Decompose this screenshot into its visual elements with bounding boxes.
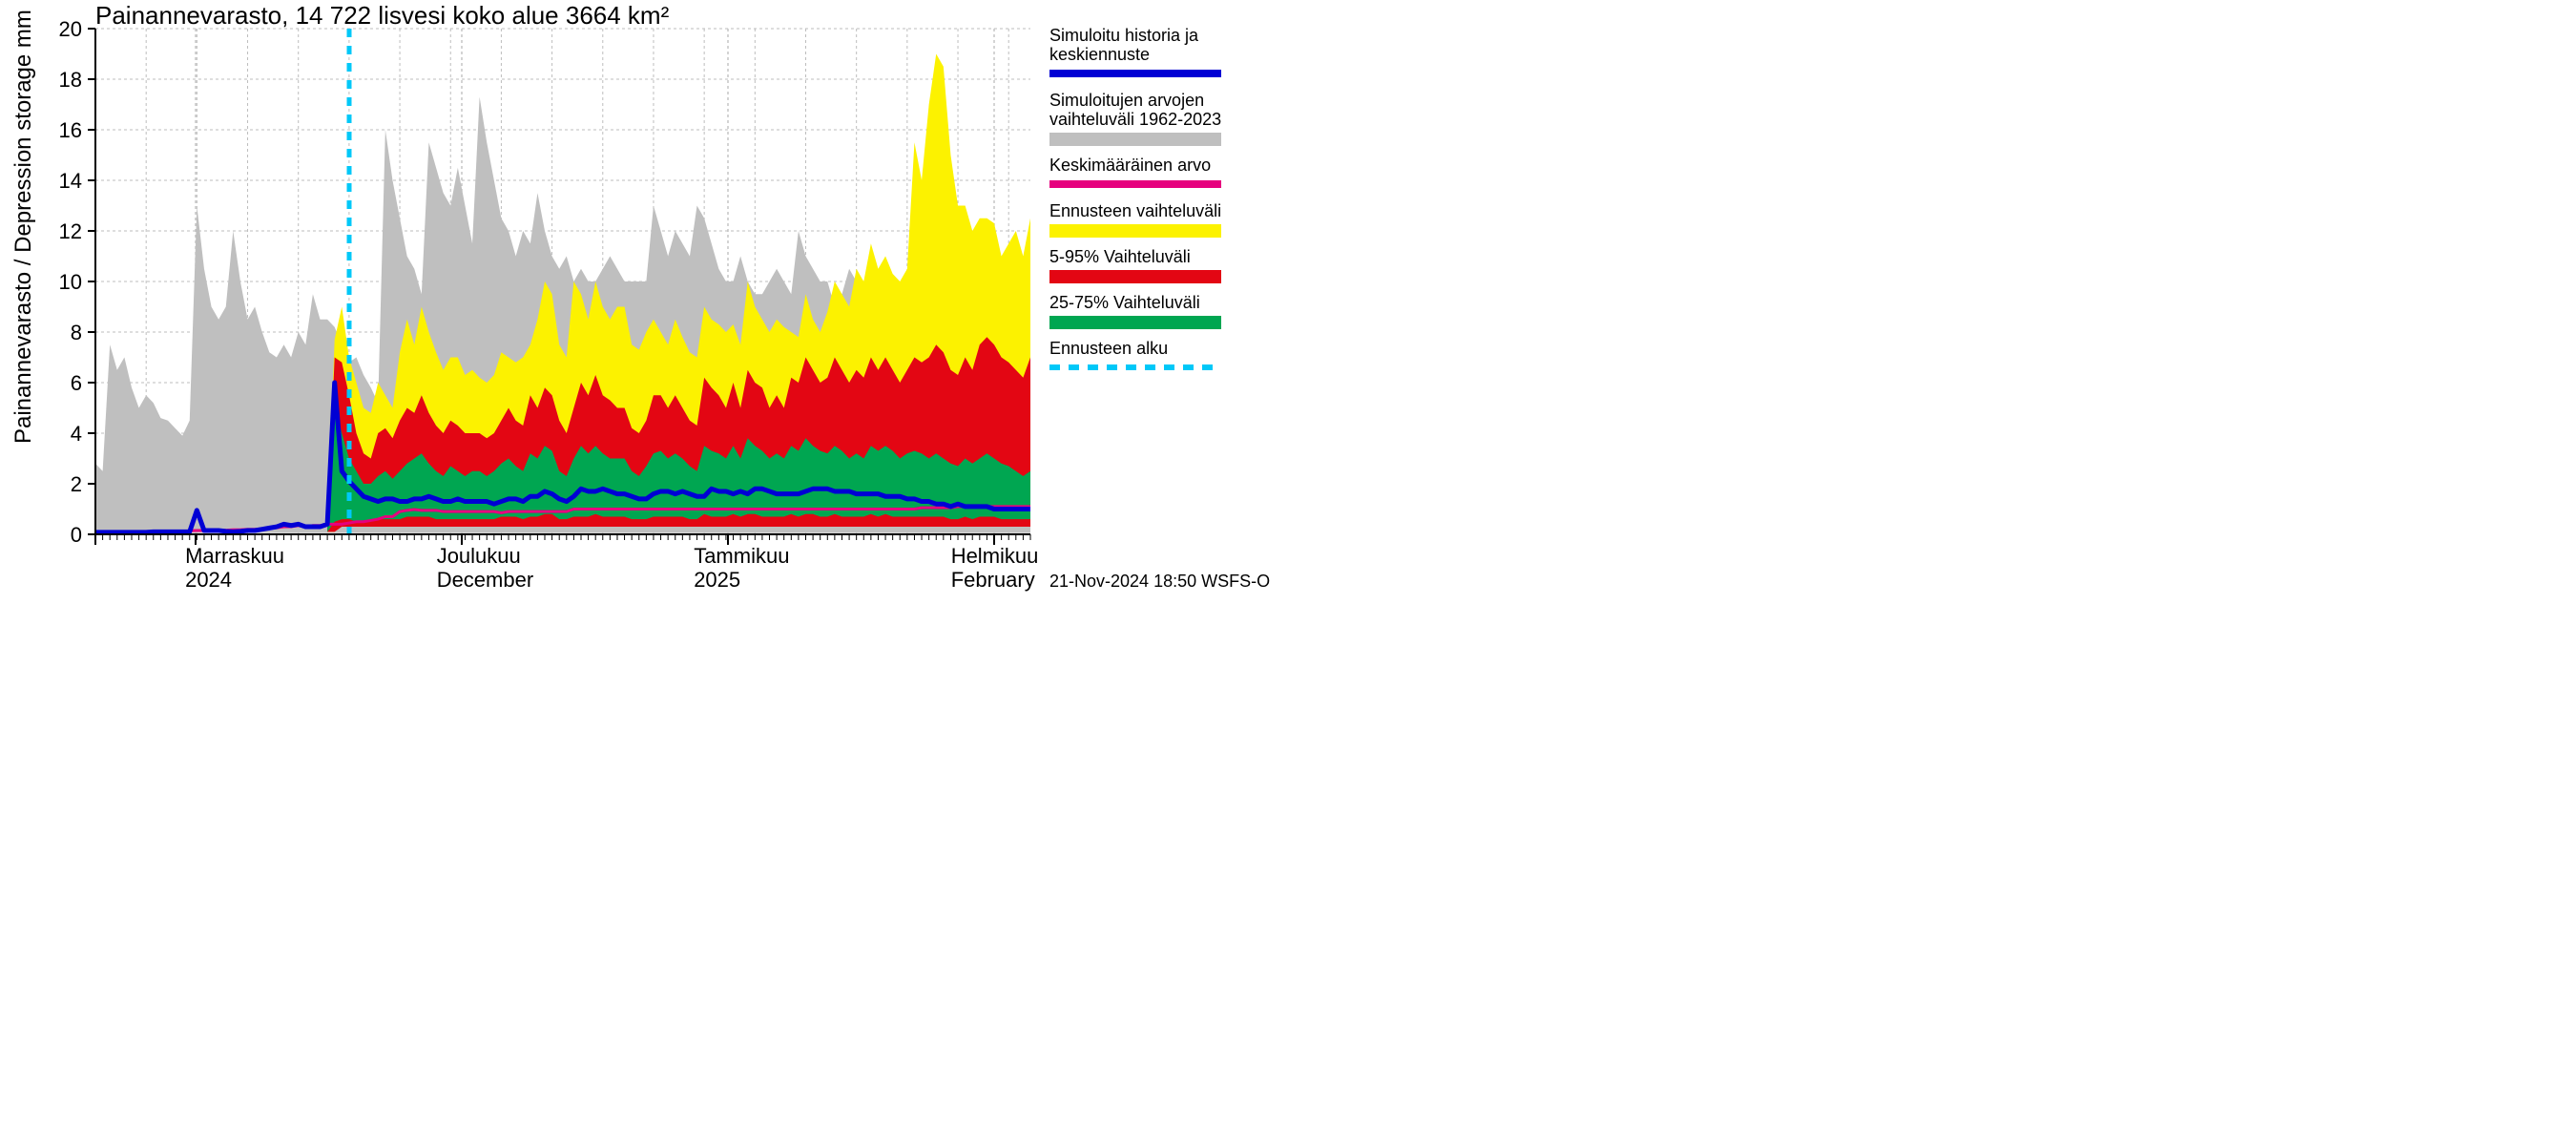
chart-title: Painannevarasto, 14 722 lisvesi koko alu… [95,1,670,30]
legend-label: 25-75% Vaihteluväli [1049,293,1200,312]
chart-svg: 0 2 4 6 8 10 12 14 16 18 20 Marraskuu2024 JoulukuuDe… [0,0,1431,639]
legend-swatch [1049,180,1221,188]
ytick-label: 6 [71,371,82,395]
xaxis-month-label: Joulukuu [437,544,521,568]
ytick-label: 20 [59,17,82,41]
xaxis-sub-label: February [951,568,1035,592]
yaxis-label: Painannevarasto / Depression storage mm [10,10,36,444]
ytick-label: 8 [71,321,82,344]
xaxis-sub-label: 2024 [185,568,232,592]
xaxis-sub-label: 2025 [694,568,740,592]
ytick-label: 2 [71,472,82,496]
legend-swatch [1049,70,1221,77]
legend-label: Keskimääräinen arvo [1049,156,1211,175]
footer-timestamp: 21-Nov-2024 18:50 WSFS-O [1049,572,1270,591]
legend-label: Simuloitu historia ja [1049,26,1199,45]
legend-label: Ennusteen alku [1049,339,1168,358]
xaxis-sub-label: December [437,568,533,592]
ytick-label: 10 [59,270,82,294]
ytick-label: 18 [59,68,82,92]
xaxis-month-label: Tammikuu [694,544,789,568]
chart-container: 0 2 4 6 8 10 12 14 16 18 20 Marraskuu2024 JoulukuuDe… [0,0,1431,639]
xaxis-month-label: Helmikuu [951,544,1039,568]
legend-swatch [1049,270,1221,283]
legend-label: keskiennuste [1049,45,1150,64]
legend-swatch [1049,224,1221,238]
legend-swatch [1049,316,1221,329]
legend-label: Simuloitujen arvojen [1049,91,1204,110]
ytick-label: 0 [71,523,82,547]
legend-label: Ennusteen vaihteluväli [1049,201,1221,220]
legend-label: vaihteluväli 1962-2023 [1049,110,1221,129]
xaxis-month-label: Marraskuu [185,544,284,568]
ytick-label: 12 [59,219,82,243]
ytick-label: 16 [59,118,82,142]
ytick-label: 4 [71,422,82,446]
legend-swatch [1049,133,1221,146]
ytick-label: 14 [59,169,82,193]
legend-label: 5-95% Vaihteluväli [1049,247,1191,266]
